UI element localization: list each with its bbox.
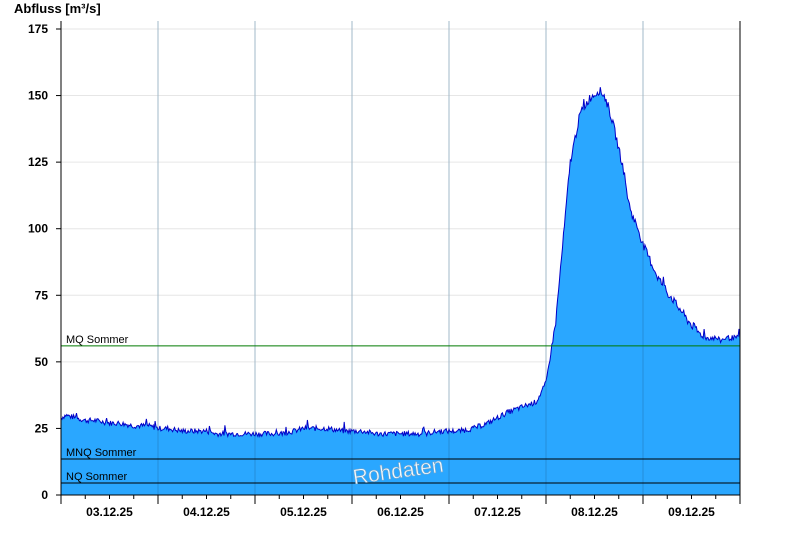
- x-tick-label: 03.12.25: [86, 505, 133, 519]
- reference-line-label: MNQ Sommer: [66, 447, 137, 459]
- series-layer: [60, 21, 741, 495]
- reference-lines: MQ Sommer MNQ Sommer NQ Sommer: [61, 334, 740, 484]
- x-tick-label: 04.12.25: [183, 505, 230, 519]
- reference-line-label: MQ Sommer: [66, 334, 129, 346]
- x-tick-label: 08.12.25: [571, 505, 618, 519]
- y-tick-label: 25: [35, 421, 49, 435]
- x-tick-label: 09.12.25: [668, 505, 715, 519]
- y-tick-label: 150: [28, 89, 48, 103]
- series-area: [61, 87, 740, 495]
- y-tick-label: 175: [28, 22, 48, 36]
- series-line: [60, 87, 741, 438]
- x-tick-label: 06.12.25: [377, 505, 424, 519]
- y-tick-label: 100: [28, 222, 48, 236]
- y-tick-label: 125: [28, 155, 48, 169]
- x-tick-label: 05.12.25: [280, 505, 327, 519]
- x-tick-label: 07.12.25: [474, 505, 521, 519]
- axes-layer: 0 25 50 75 100 125 150 175 03.12.25 04.12.25 05.12…: [28, 21, 741, 519]
- y-tick-label: 50: [35, 355, 49, 369]
- y-tick-label: 0: [41, 488, 48, 502]
- y-tick-label: 75: [35, 288, 49, 302]
- y-axis-label: Abfluss [m³/s]: [14, 1, 101, 16]
- reference-line-label: NQ Sommer: [66, 471, 127, 483]
